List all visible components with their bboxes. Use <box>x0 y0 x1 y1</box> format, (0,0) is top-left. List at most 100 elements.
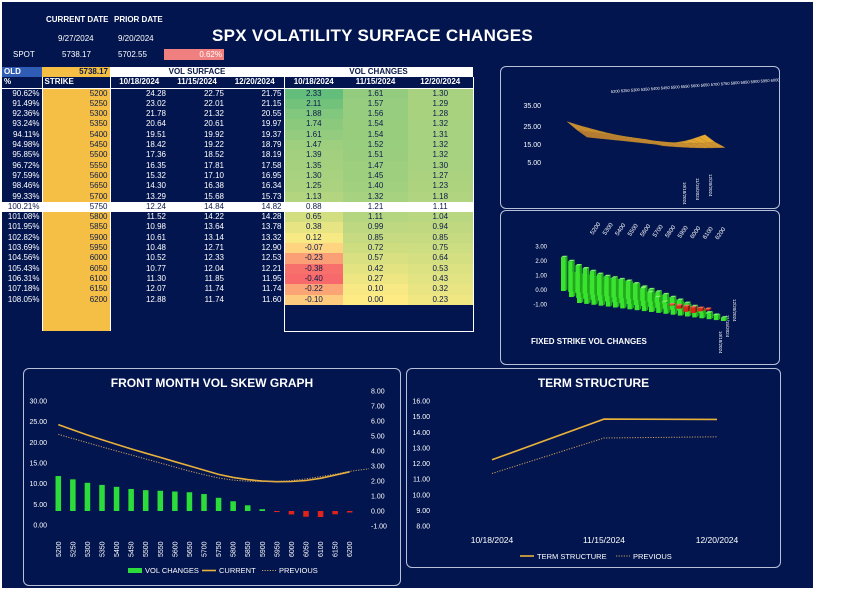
vol-surface-cell[interactable]: 14.84 <box>168 201 226 213</box>
vol-surface-cell[interactable]: 14.82 <box>226 201 284 213</box>
vol-change-cell[interactable]: 0.42 <box>343 263 408 274</box>
vol-change-cell[interactable]: 0.85 <box>408 232 474 244</box>
vol-surface-cell[interactable]: 10.98 <box>109 222 168 233</box>
vol-change-cell[interactable]: 0.85 <box>343 232 408 244</box>
vol-surface-cell[interactable]: 10.52 <box>109 253 168 264</box>
vol-surface-cell[interactable]: 12.90 <box>261 243 282 253</box>
vol-change-cell[interactable]: 1.04 <box>408 212 474 223</box>
vol-change-cell[interactable]: 1.30 <box>408 160 474 171</box>
vol-change-cell[interactable]: 0.64 <box>408 253 474 264</box>
vol-surface-3d-chart[interactable]: 35.00 25.00 15.00 5.00 5200 5250 5300 5350 5… <box>500 66 813 209</box>
moneyness-cell[interactable]: 106.31% <box>7 273 40 283</box>
vol-surface-cell[interactable]: 19.92 <box>203 129 224 139</box>
vol-surface-cell[interactable]: 10.48 <box>109 243 168 254</box>
moneyness-cell[interactable]: 93.24% <box>12 119 40 129</box>
vol-surface-cell[interactable]: 13.78 <box>261 222 282 232</box>
vol-surface-cell[interactable]: 12.04 <box>203 263 224 273</box>
vol-change-cell[interactable]: 1.28 <box>408 109 474 120</box>
moneyness-cell[interactable]: 103.69% <box>7 243 40 253</box>
vol-surface-cell[interactable]: 16.35 <box>109 160 168 171</box>
vol-change-cell[interactable]: 1.13 <box>283 191 343 202</box>
vol-change-cell[interactable]: 0.94 <box>408 222 474 233</box>
vol-surface-cell[interactable]: 11.74 <box>204 284 224 294</box>
vol-surface-cell[interactable]: 11.95 <box>262 273 282 283</box>
strike-cell[interactable]: 5950 <box>41 243 110 254</box>
vol-change-cell[interactable]: -0.38 <box>283 263 343 274</box>
vol-change-cell[interactable]: 0.00 <box>343 294 408 305</box>
vol-surface-cell[interactable]: 12.88 <box>109 294 168 305</box>
vol-change-cell[interactable]: 0.72 <box>343 243 408 254</box>
vol-surface-cell[interactable]: 21.32 <box>203 109 224 119</box>
vol-change-cell[interactable]: 0.57 <box>343 253 408 264</box>
vol-change-cell[interactable]: 1.57 <box>343 98 408 110</box>
vol-surface-cell[interactable]: 11.74 <box>262 284 282 294</box>
front-month-skew-chart[interactable]: FRONT MONTH VOL SKEW GRAPH 30.00 25.00 20.… <box>23 368 401 586</box>
vol-surface-cell[interactable]: 18.79 <box>261 140 282 150</box>
vol-surface-cell[interactable]: 20.55 <box>261 109 282 119</box>
vol-surface-cell[interactable]: 24.28 <box>109 88 168 99</box>
old-value[interactable]: 5738.17 <box>42 67 110 78</box>
vol-surface-cell[interactable]: 16.34 <box>261 181 282 191</box>
vol-change-cell[interactable]: 1.29 <box>408 98 474 110</box>
vol-change-cell[interactable]: 1.51 <box>343 150 408 161</box>
vol-change-cell[interactable]: 1.32 <box>408 140 474 151</box>
vol-change-cell[interactable]: 0.53 <box>408 263 474 274</box>
moneyness-cell[interactable]: 107.18% <box>7 284 40 294</box>
vol-surface-cell[interactable]: 11.60 <box>262 294 282 304</box>
strike-cell[interactable]: 5300 <box>41 109 110 120</box>
vol-change-cell[interactable]: 0.65 <box>283 212 343 223</box>
strike-cell[interactable]: 5400 <box>41 129 110 141</box>
vol-surface-cell[interactable]: 22.01 <box>203 98 224 108</box>
moneyness-cell[interactable]: 100.21% <box>2 201 42 213</box>
vol-change-cell[interactable]: 1.30 <box>283 170 343 182</box>
vol-change-cell[interactable]: 1.11 <box>408 201 474 213</box>
vol-change-cell[interactable]: 1.40 <box>343 181 408 192</box>
vol-change-cell[interactable]: -0.23 <box>283 253 343 264</box>
vol-change-cell[interactable]: 1.52 <box>343 140 408 151</box>
moneyness-cell[interactable]: 98.46% <box>12 181 40 191</box>
vol-change-cell[interactable]: 1.47 <box>283 140 343 151</box>
prior-date-value[interactable]: 9/20/2024 <box>118 34 154 43</box>
strike-cell[interactable]: 5450 <box>41 140 110 151</box>
vol-change-cell[interactable]: 2.33 <box>283 88 343 99</box>
vol-change-cell[interactable]: 1.31 <box>408 129 474 141</box>
vol-change-cell[interactable]: 1.11 <box>343 212 408 223</box>
vol-change-cell[interactable]: 1.30 <box>408 88 474 99</box>
fixed-strike-vol-changes-chart[interactable]: 3.00 2.00 1.00 0.00 -1.00 5200 5300 5400 5500 560… <box>500 210 780 365</box>
strike-cell[interactable]: 5700 <box>41 191 110 202</box>
strike-cell[interactable]: 6200 <box>41 294 110 305</box>
vol-surface-cell[interactable]: 19.22 <box>203 140 224 150</box>
spot-current-value[interactable]: 5738.17 <box>62 50 91 59</box>
moneyness-cell[interactable]: 96.72% <box>12 160 40 170</box>
vol-change-cell[interactable]: 1.61 <box>283 129 343 141</box>
moneyness-cell[interactable]: 91.49% <box>12 98 40 108</box>
moneyness-cell[interactable]: 90.62% <box>12 88 40 98</box>
moneyness-cell[interactable]: 95.85% <box>12 150 40 160</box>
vol-change-cell[interactable]: 0.23 <box>408 294 474 305</box>
strike-cell[interactable]: 5500 <box>41 150 110 161</box>
vol-change-cell[interactable]: 0.43 <box>408 273 474 285</box>
vol-surface-cell[interactable]: 12.24 <box>109 201 168 213</box>
vol-surface-cell[interactable]: 15.68 <box>203 191 224 201</box>
strike-cell[interactable]: 6050 <box>41 263 110 274</box>
vol-change-cell[interactable]: -0.07 <box>283 243 343 254</box>
moneyness-cell[interactable]: 92.36% <box>12 109 40 119</box>
vol-surface-cell[interactable]: 19.97 <box>261 119 282 129</box>
vol-change-cell[interactable]: 1.35 <box>283 160 343 171</box>
vol-change-cell[interactable]: 1.32 <box>408 150 474 161</box>
vol-surface-cell[interactable]: 15.32 <box>109 170 168 182</box>
moneyness-cell[interactable]: 97.59% <box>12 170 40 180</box>
strike-cell[interactable]: 5200 <box>41 88 110 99</box>
vol-surface-cell[interactable]: 23.02 <box>109 98 168 110</box>
vol-surface-cell[interactable]: 12.07 <box>109 284 168 295</box>
vol-surface-cell[interactable]: 13.64 <box>203 222 224 232</box>
moneyness-cell[interactable]: 104.56% <box>7 253 40 263</box>
vol-surface-cell[interactable]: 10.61 <box>109 232 168 244</box>
vol-change-cell[interactable]: 1.39 <box>283 150 343 161</box>
vol-change-cell[interactable]: 1.21 <box>343 201 408 213</box>
vol-change-cell[interactable]: 0.10 <box>343 284 408 295</box>
moneyness-cell[interactable]: 105.43% <box>7 263 40 273</box>
moneyness-cell[interactable]: 102.82% <box>7 232 40 242</box>
vol-surface-cell[interactable]: 12.53 <box>261 253 282 263</box>
vol-change-cell[interactable]: 1.32 <box>343 191 408 202</box>
